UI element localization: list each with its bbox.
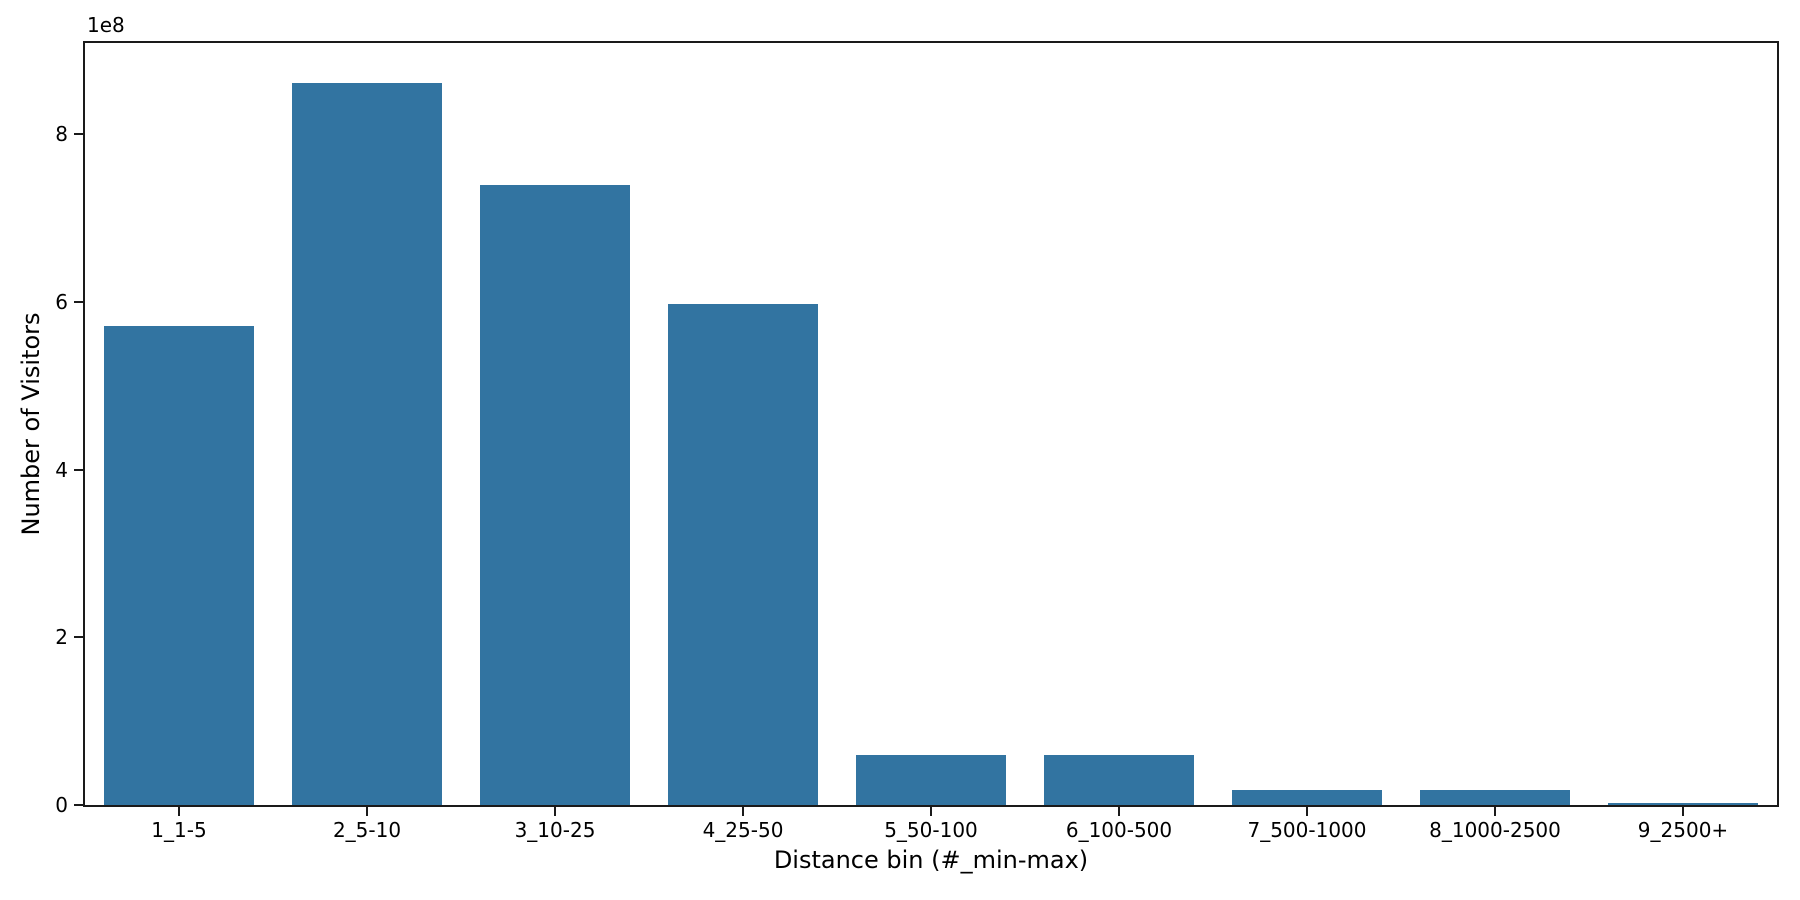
bar-5_50-100 [855,755,1007,805]
bar-4_25-50 [667,304,819,805]
bar-8_1000-2500 [1419,790,1571,805]
y-tick-mark [74,636,83,638]
y-tick-label: 2 [55,625,68,649]
x-tick-mark [1494,807,1496,816]
x-tick-label: 5_50-100 [884,818,978,842]
bar-1_1-5 [103,326,255,805]
x-tick-mark [1118,807,1120,816]
x-tick-label: 1_1-5 [151,818,207,842]
x-tick-label: 4_25-50 [702,818,784,842]
x-tick-mark [742,807,744,816]
x-tick-label: 7_500-1000 [1247,818,1367,842]
y-tick-mark [74,301,83,303]
y-tick-mark [74,804,83,806]
x-tick-label: 8_1000-2500 [1429,818,1561,842]
bar-9_2500+ [1607,803,1759,805]
y-tick-label: 6 [55,290,68,314]
x-tick-mark [930,807,932,816]
y-axis-offset-label: 1e8 [87,13,125,37]
bar-2_5-10 [291,83,443,805]
x-tick-label: 2_5-10 [332,818,402,842]
x-tick-mark [554,807,556,816]
x-tick-mark [366,807,368,816]
bar-3_10-25 [479,185,631,805]
x-tick-label: 6_100-500 [1065,818,1173,842]
x-tick-mark [1682,807,1684,816]
y-tick-mark [74,133,83,135]
y-axis-label: Number of Visitors [17,312,45,536]
x-tick-mark [178,807,180,816]
bar-7_500-1000 [1231,790,1383,805]
y-tick-label: 8 [55,122,68,146]
x-tick-mark [1306,807,1308,816]
y-tick-mark [74,469,83,471]
x-axis-label: Distance bin (#_min-max) [773,846,1089,874]
y-tick-label: 0 [55,793,68,817]
x-tick-label: 3_10-25 [514,818,596,842]
y-tick-label: 4 [55,458,68,482]
x-tick-label: 9_2500+ [1637,818,1729,842]
bar-6_100-500 [1043,755,1195,805]
